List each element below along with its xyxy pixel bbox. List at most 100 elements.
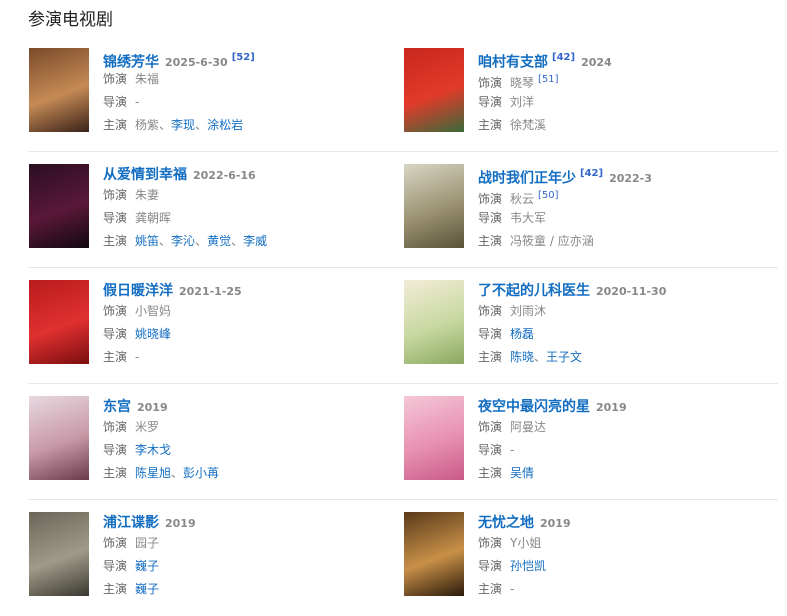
role-label: 饰演	[478, 420, 503, 434]
person-name: -	[135, 350, 140, 364]
cast-label: 主演	[103, 466, 128, 480]
person-link[interactable]: 陈晓	[510, 350, 535, 364]
person-link[interactable]: 李威	[243, 234, 268, 248]
cast-row: 主演 -	[103, 346, 242, 369]
person-link[interactable]: 李现	[171, 118, 196, 132]
cast-label: 主演	[103, 234, 128, 248]
role-name: 刘雨沐	[510, 304, 547, 318]
drama-poster[interactable]	[404, 396, 464, 480]
drama-poster[interactable]	[404, 48, 464, 132]
person-link[interactable]: 姚笛	[135, 234, 160, 248]
role-label: 饰演	[478, 76, 503, 90]
title-line: 咱村有支部 [42] 2024	[478, 48, 612, 71]
director-label: 导演	[103, 559, 128, 573]
role-label: 饰演	[103, 304, 128, 318]
drama-title-link[interactable]: 从爱情到幸福	[103, 167, 187, 183]
director-row: 导演 孙恺凯	[478, 555, 571, 578]
cast-label: 主演	[478, 582, 503, 596]
cast-row: 主演 -	[478, 578, 571, 601]
drama-title-link[interactable]: 锦绣芳华	[103, 54, 159, 71]
role-name: 米罗	[135, 420, 160, 434]
director-row: 导演 刘洋	[478, 91, 612, 114]
director-label: 导演	[478, 327, 503, 341]
drama-year: 2019	[540, 517, 571, 530]
director-label: 导演	[103, 443, 128, 457]
drama-year: 2020-11-30	[596, 285, 667, 298]
drama-year: 2019	[596, 401, 627, 414]
drama-title-link[interactable]: 浦江谍影	[103, 515, 159, 531]
separator: 、	[195, 234, 208, 248]
drama-title-link[interactable]: 咱村有支部	[478, 54, 548, 71]
person-link[interactable]: 杨磊	[510, 327, 535, 341]
title-line: 假日暖洋洋 2021-1-25	[103, 280, 242, 300]
citation-ref[interactable]: [42]	[580, 168, 604, 179]
person-link[interactable]: 巍子	[135, 559, 160, 573]
cast-label: 主演	[478, 234, 503, 248]
drama-title-link[interactable]: 无忧之地	[478, 515, 534, 531]
director-row: 导演 李木戈	[103, 439, 219, 462]
title-line: 锦绣芳华 2025-6-30 [52]	[103, 48, 255, 71]
director-label: 导演	[478, 211, 503, 225]
director-row: 导演 龚朝晖	[103, 207, 267, 230]
director-row: 导演 韦大军	[478, 207, 652, 230]
drama-title-link[interactable]: 东宫	[103, 399, 131, 415]
drama-poster[interactable]	[29, 48, 89, 132]
citation-ref[interactable]: [42]	[552, 52, 576, 63]
person-name: -	[135, 95, 140, 109]
drama-info: 了不起的儿科医生 2020-11-30 饰演 刘雨沐 导演 杨磊 主演 陈晓、王子文	[478, 280, 666, 369]
director-row: 导演 -	[103, 91, 255, 114]
person-name: -	[510, 443, 515, 457]
person-link[interactable]: 陈星旭	[135, 466, 172, 480]
drama-poster[interactable]	[29, 280, 89, 364]
drama-poster[interactable]	[404, 164, 464, 248]
role-label: 饰演	[103, 420, 128, 434]
drama-title-link[interactable]: 了不起的儿科医生	[478, 283, 590, 299]
drama-card: 从爱情到幸福 2022-6-16 饰演 朱妻 导演 龚朝晖 主演 姚笛、李沁、黄觉、李威	[28, 152, 403, 268]
person-link[interactable]: 巍子	[135, 582, 160, 596]
cast-row: 主演 陈星旭、彭小苒	[103, 462, 219, 485]
person-name: 徐梵溪	[510, 118, 547, 132]
person-link[interactable]: 彭小苒	[183, 466, 220, 480]
person-link[interactable]: 王子文	[546, 350, 583, 364]
drama-poster[interactable]	[29, 512, 89, 596]
cast-label: 主演	[478, 118, 503, 132]
drama-info: 假日暖洋洋 2021-1-25 饰演 小智妈 导演 姚晓峰 主演 -	[103, 280, 242, 369]
drama-info: 无忧之地 2019 饰演 Y小姐 导演 孙恺凯 主演 -	[478, 512, 571, 601]
drama-info: 锦绣芳华 2025-6-30 [52] 饰演 朱福 导演 - 主演 杨紫、李现、涂松岩	[103, 48, 255, 137]
drama-year: 2019	[165, 517, 196, 530]
section-title: 参演电视剧	[28, 10, 113, 30]
drama-title-link[interactable]: 夜空中最闪亮的星	[478, 399, 590, 415]
person-link[interactable]: 李木戈	[135, 443, 172, 457]
separator: 、	[231, 234, 244, 248]
person-link[interactable]: 李沁	[171, 234, 196, 248]
cast-row: 主演 姚笛、李沁、黄觉、李威	[103, 230, 267, 253]
person-link[interactable]: 姚晓峰	[135, 327, 172, 341]
drama-card: 了不起的儿科医生 2020-11-30 饰演 刘雨沐 导演 杨磊 主演 陈晓、王子文	[403, 268, 778, 384]
drama-poster[interactable]	[29, 396, 89, 480]
person-link[interactable]: 吴倩	[510, 466, 535, 480]
cast-row: 主演 杨紫、李现、涂松岩	[103, 114, 255, 137]
person-link[interactable]: 涂松岩	[207, 118, 244, 132]
drama-poster[interactable]	[404, 512, 464, 596]
cast-label: 主演	[103, 350, 128, 364]
person-link[interactable]: 黄觉	[207, 234, 232, 248]
citation-ref[interactable]: [50]	[538, 190, 559, 201]
drama-info: 咱村有支部 [42] 2024 饰演 晓琴 [51] 导演 刘洋 主演 徐梵溪	[478, 48, 612, 137]
drama-poster[interactable]	[404, 280, 464, 364]
drama-poster[interactable]	[29, 164, 89, 248]
drama-title-link[interactable]: 战时我们正年少	[478, 170, 576, 187]
citation-ref[interactable]: [51]	[538, 74, 559, 85]
drama-title-link[interactable]: 假日暖洋洋	[103, 283, 173, 299]
cast-label: 主演	[478, 466, 503, 480]
cast-label: 主演	[103, 118, 128, 132]
role-label: 饰演	[103, 536, 128, 550]
role-row: 饰演 刘雨沐	[478, 300, 666, 323]
role-label: 饰演	[478, 192, 503, 206]
citation-ref[interactable]: [52]	[231, 52, 255, 63]
director-label: 导演	[103, 327, 128, 341]
person-link[interactable]: 孙恺凯	[510, 559, 547, 573]
role-label: 饰演	[103, 188, 128, 202]
role-row: 饰演 晓琴 [51]	[478, 68, 612, 91]
director-label: 导演	[478, 95, 503, 109]
title-line: 从爱情到幸福 2022-6-16	[103, 164, 267, 184]
